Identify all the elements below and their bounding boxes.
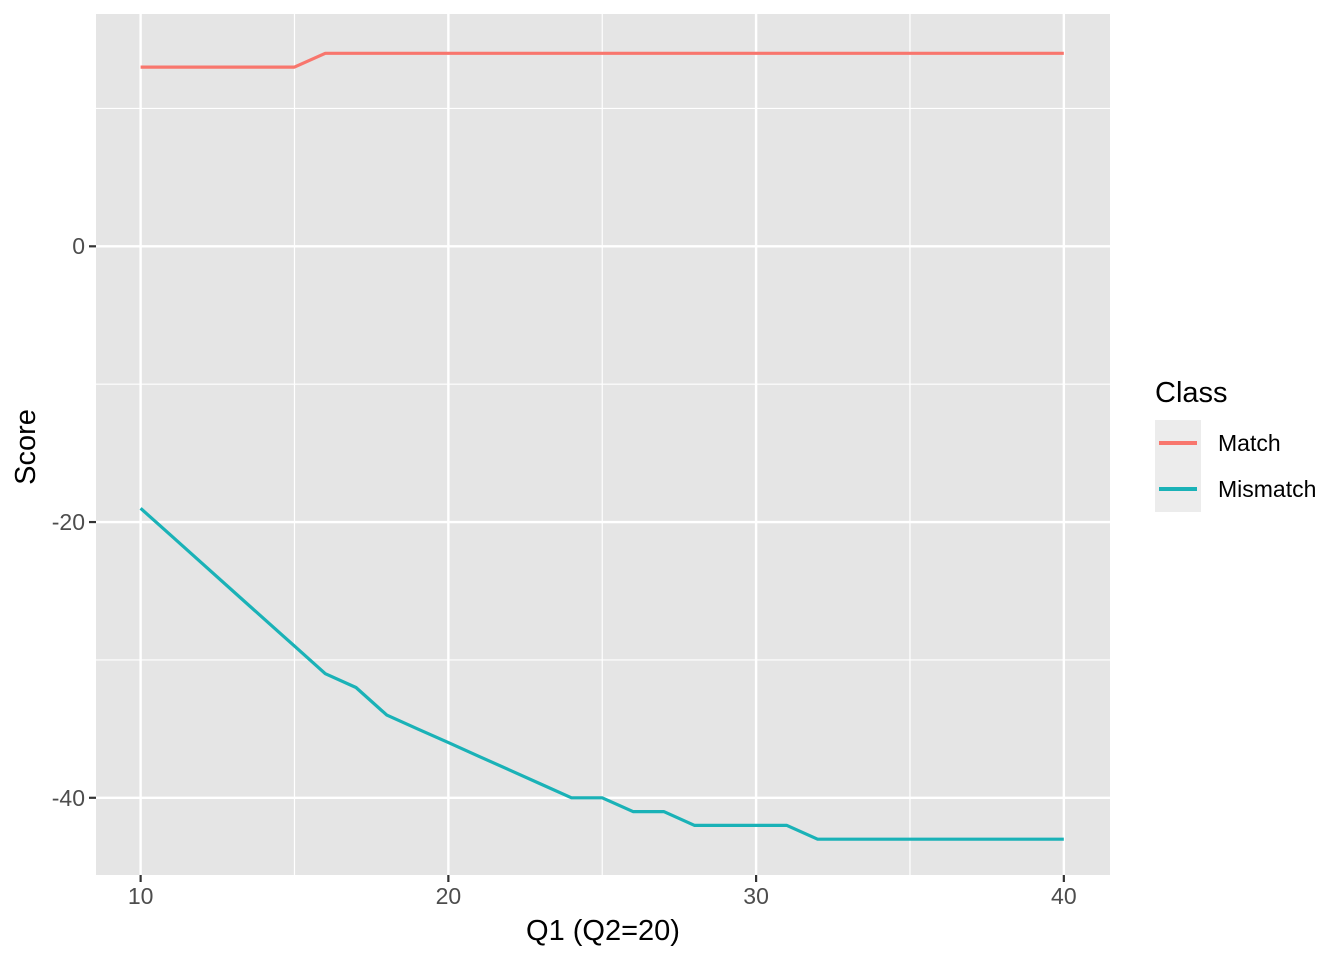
x-tick-label: 10: [127, 883, 154, 909]
x-tick-label: 40: [1051, 883, 1077, 909]
legend: Class Match Mismatch: [1155, 376, 1344, 512]
legend-item-mismatch: Mismatch: [1155, 466, 1344, 512]
legend-key-line-icon: [1159, 487, 1197, 491]
y-tick-label: -20: [51, 509, 85, 536]
legend-key-match: [1155, 420, 1201, 466]
x-axis-title: Q1 (Q2=20): [526, 915, 680, 947]
legend-title: Class: [1155, 377, 1228, 409]
legend-item-match: Match: [1155, 420, 1344, 466]
legend-key-line-icon: [1159, 441, 1197, 445]
series-line-mismatch: [139, 507, 1064, 841]
plot-panel: [96, 14, 1110, 875]
legend-item-label: Mismatch: [1218, 475, 1317, 502]
y-tick-label: 0: [72, 233, 85, 260]
y-axis-title: Score: [10, 409, 42, 485]
y-tick-label: -40: [51, 784, 85, 811]
legend-keys: Match Mismatch: [1155, 420, 1344, 512]
legend-item-label: Match: [1218, 429, 1281, 456]
x-tick-label: 30: [743, 883, 769, 909]
legend-key-mismatch: [1155, 466, 1201, 512]
series-line-match: [140, 51, 1064, 69]
x-tick-label: 20: [435, 883, 462, 909]
